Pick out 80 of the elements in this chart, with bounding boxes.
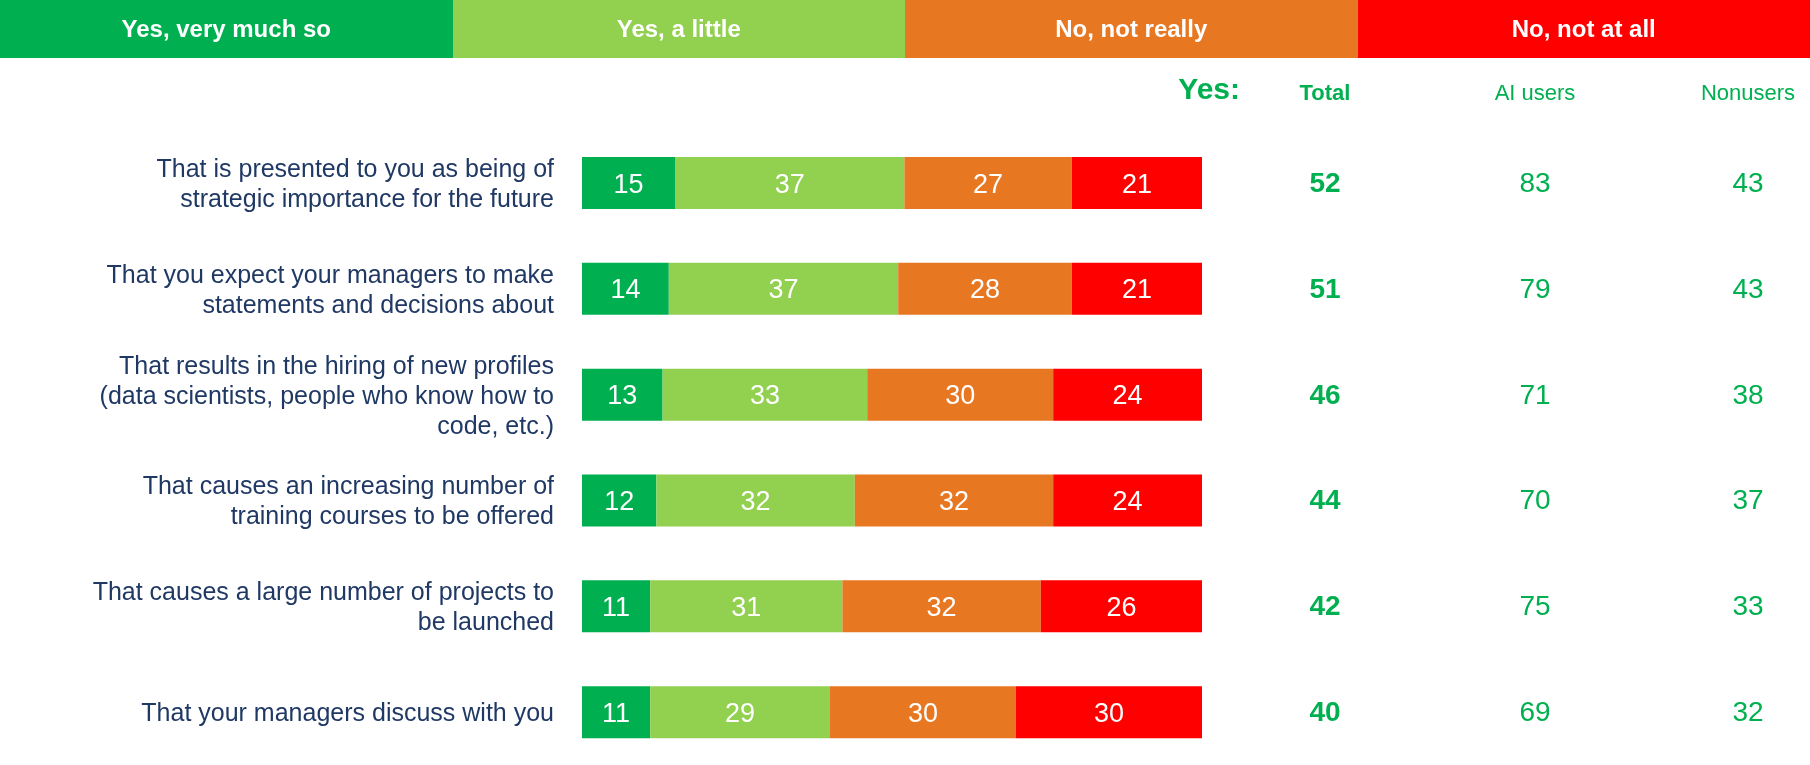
data-label: 44	[1308, 483, 1342, 518]
data-label: 33	[749, 380, 780, 411]
data-label: 40	[1308, 695, 1342, 730]
data-label: 11	[602, 697, 631, 728]
data-label: 30	[1093, 697, 1125, 728]
y-tick-label: That you expect your managers to make statements and decisions about	[106, 259, 555, 318]
bar	[650, 580, 843, 633]
bar	[1053, 474, 1202, 527]
data-label: 52	[1308, 165, 1342, 200]
data-label: 29	[725, 697, 756, 728]
bar	[904, 157, 1072, 209]
bar	[668, 262, 899, 315]
data-label: 70	[1518, 483, 1552, 518]
data-label: 14	[610, 274, 641, 305]
text: No, not really	[905, 0, 1358, 58]
data-label: 42	[1308, 589, 1342, 624]
bar	[582, 686, 651, 739]
data-label: 30	[945, 380, 976, 411]
data-label: 15	[613, 168, 644, 199]
bar	[656, 474, 855, 527]
bar	[898, 262, 1072, 315]
data-label: 26	[1106, 591, 1137, 622]
data-label: 79	[1518, 271, 1552, 306]
data-label: 32	[926, 591, 957, 622]
bar	[867, 368, 1054, 421]
data-label: 75	[1518, 589, 1552, 624]
data-label: 33	[1731, 589, 1765, 624]
category-label: AI users	[1493, 80, 1577, 106]
text: Yes:	[1177, 72, 1240, 106]
category-label: Total	[1299, 80, 1351, 105]
text: Yes, a little	[452, 0, 905, 58]
data-label: 43	[1731, 165, 1765, 200]
text: No, not at all	[1357, 0, 1810, 58]
data-label: 43	[1731, 271, 1765, 306]
y-tick-label: That results in the hiring of new profiles (data scientists, people who know how to code, etc.)	[99, 350, 554, 439]
data-label: 21	[1121, 274, 1152, 305]
data-label: 69	[1518, 695, 1552, 730]
bar	[842, 580, 1041, 633]
data-label: 24	[1112, 486, 1143, 517]
data-label: 46	[1308, 377, 1342, 412]
data-label: 12	[604, 486, 635, 517]
data-label: 13	[607, 380, 638, 411]
data-label: 37	[774, 168, 805, 199]
y-tick-label: That causes an increasing number of training courses to be offered	[142, 471, 555, 530]
bar	[854, 474, 1054, 527]
data-label: 31	[731, 591, 762, 622]
data-label: 28	[969, 274, 1001, 305]
bar	[582, 262, 669, 315]
data-label: 21	[1121, 168, 1152, 199]
data-label: 32	[938, 486, 970, 517]
y-tick-label: That is presented to you as being of strategic importance for the future	[156, 153, 555, 212]
bar	[1053, 368, 1202, 421]
bar	[675, 157, 905, 209]
bar	[650, 686, 830, 739]
y-tick-label: That causes a large number of projects to be launched	[92, 577, 554, 636]
bar	[1071, 262, 1202, 315]
bar	[582, 368, 663, 421]
category-label: Nonusers	[1699, 80, 1797, 106]
bar	[662, 368, 868, 421]
data-label: 32	[740, 486, 771, 517]
bar	[830, 686, 1016, 739]
data-label: 51	[1308, 271, 1342, 306]
data-label: 37	[768, 274, 799, 305]
data-label: 27	[973, 168, 1004, 199]
data-label: 11	[602, 591, 631, 622]
data-label: 30	[907, 697, 939, 728]
y-tick-label: That your managers discuss with you	[141, 698, 554, 727]
bar	[582, 474, 657, 527]
data-label: 32	[1731, 695, 1765, 730]
data-label: 24	[1112, 380, 1143, 411]
bar	[1040, 580, 1202, 633]
bar	[582, 157, 675, 209]
bar	[582, 580, 651, 633]
data-label: 83	[1518, 165, 1552, 200]
data-label: 71	[1518, 377, 1552, 412]
data-label: 37	[1731, 483, 1765, 518]
data-label: 38	[1731, 377, 1765, 412]
text: Yes, very much so	[0, 0, 453, 58]
bar	[1016, 686, 1202, 739]
bar	[1071, 157, 1202, 209]
